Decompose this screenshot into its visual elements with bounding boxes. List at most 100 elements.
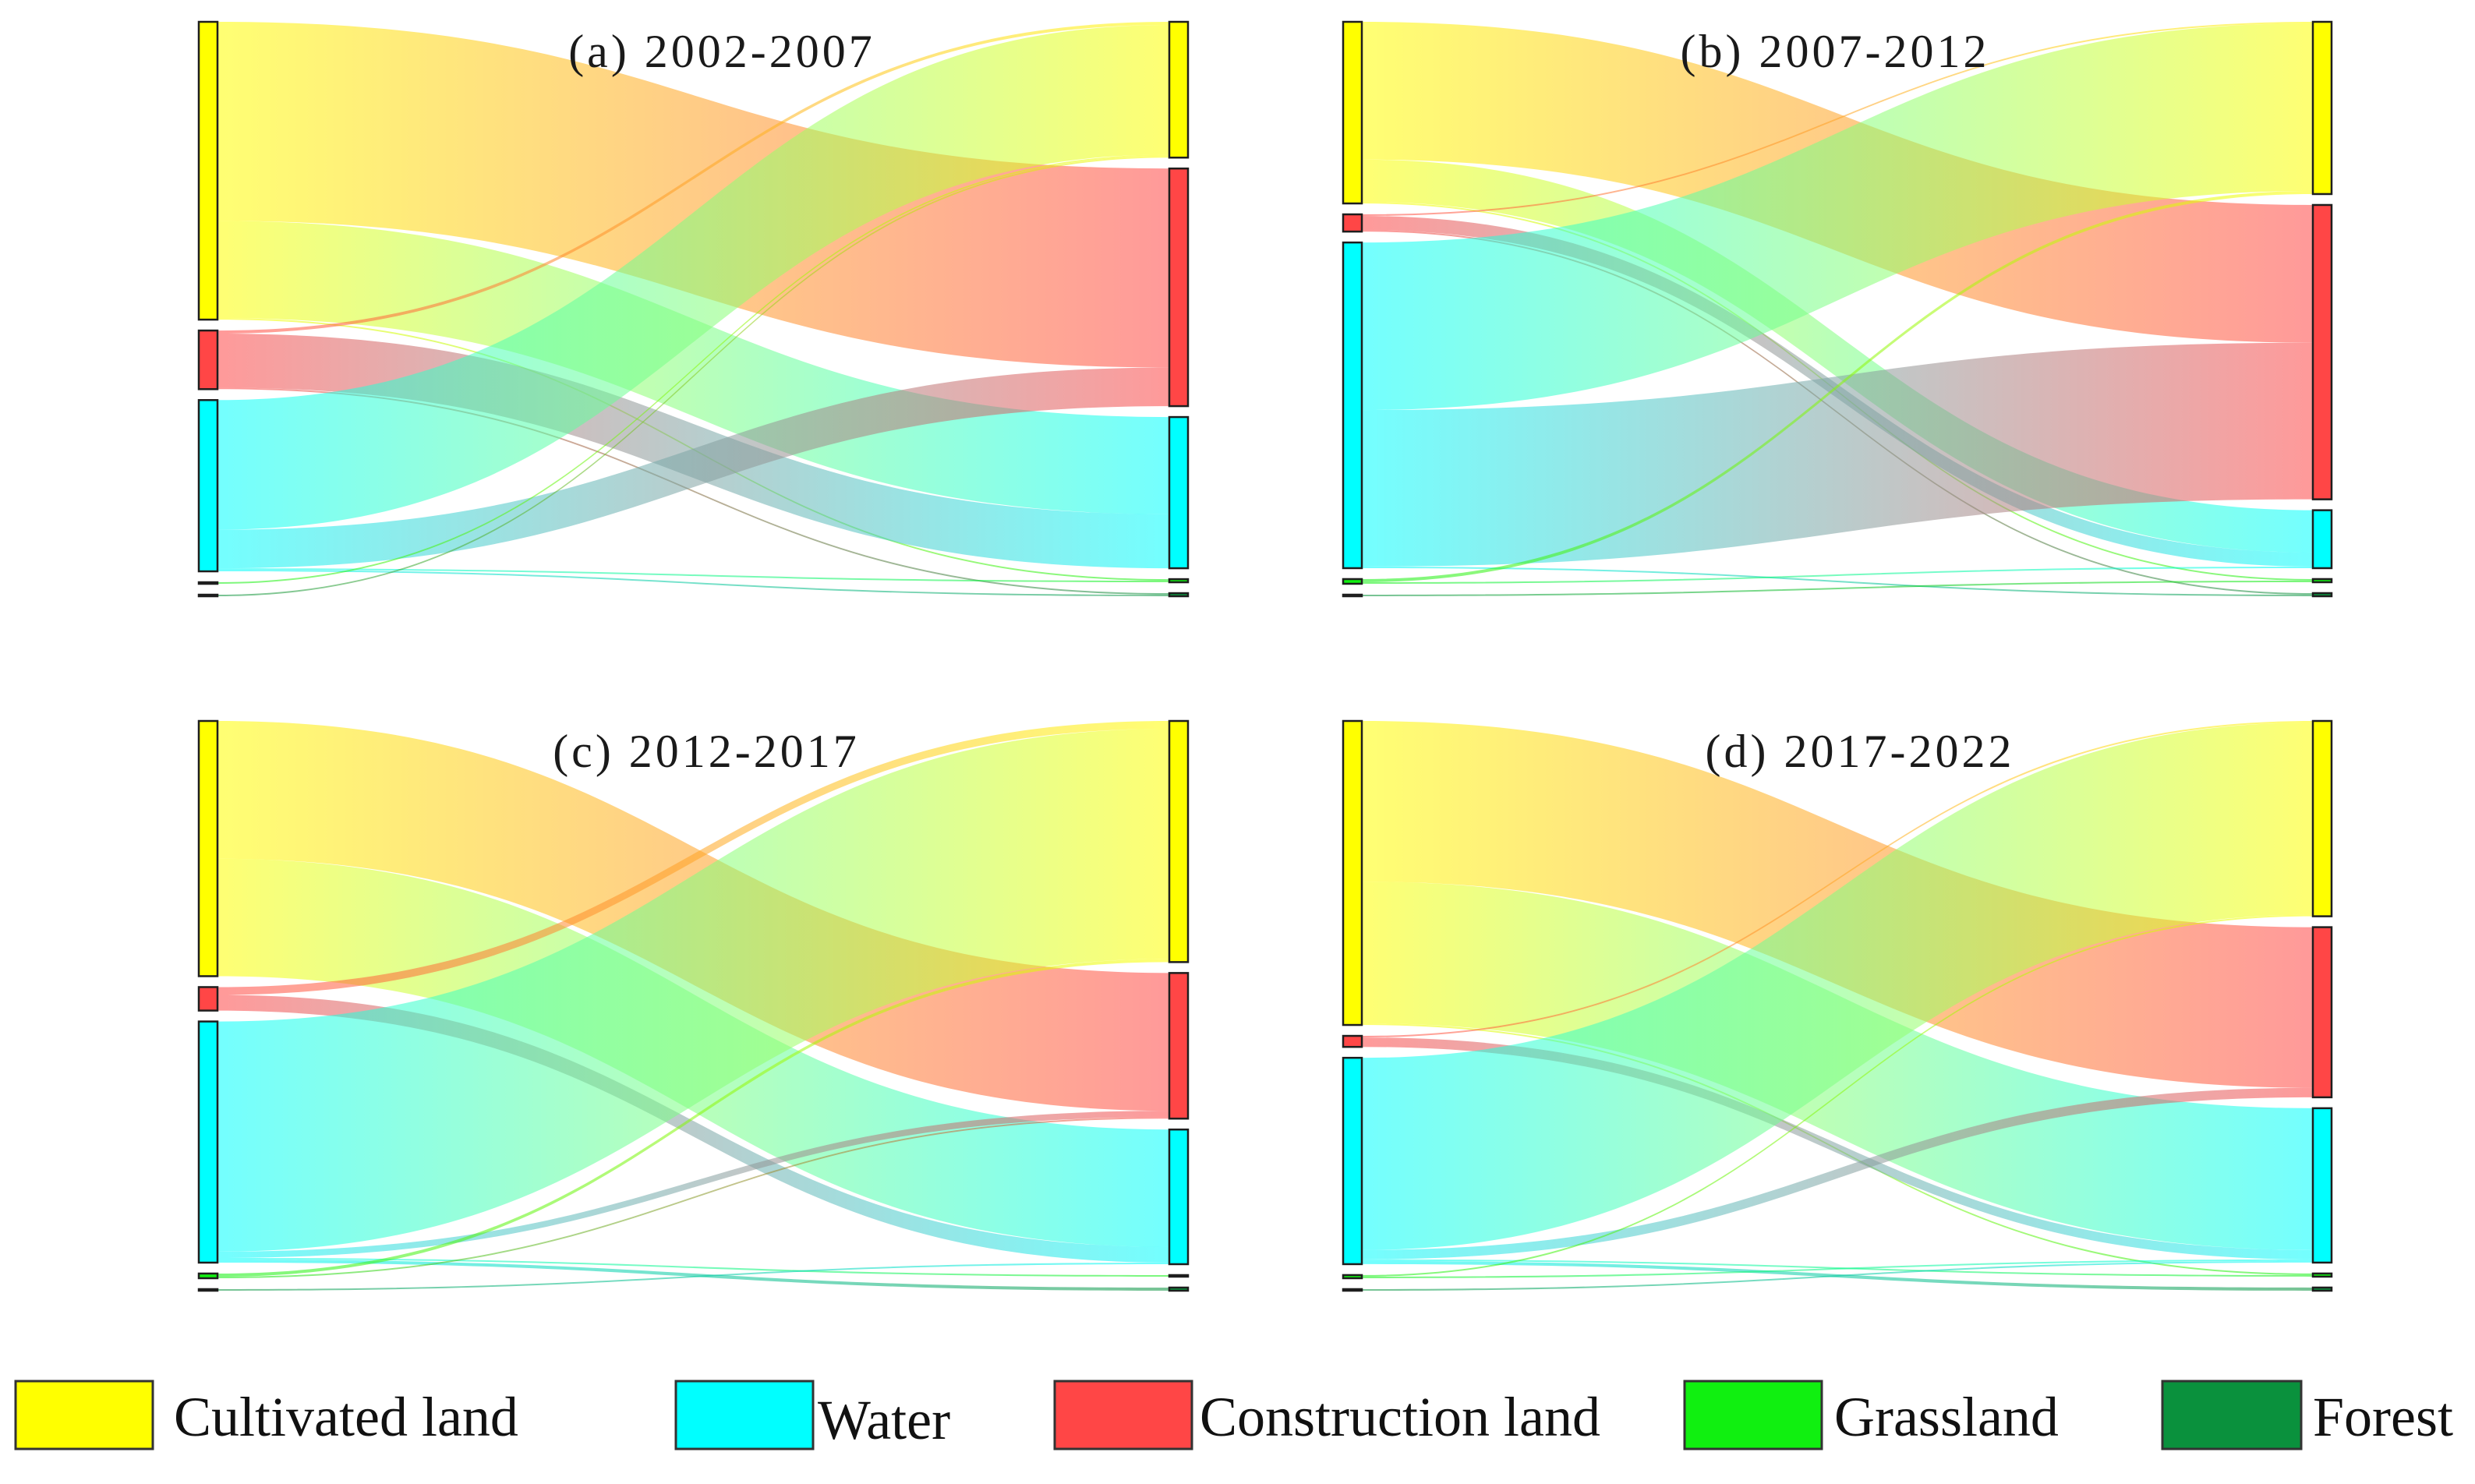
sankey-node-b-right-water xyxy=(2311,509,2333,570)
sankey-node-d-left-grassland xyxy=(1342,1274,1363,1280)
sankey-node-b-right-cultivated-land xyxy=(2311,20,2333,196)
sankey-node-c-left-cultivated-land xyxy=(197,719,219,977)
sankey-node-c-left-forest xyxy=(197,1288,219,1292)
sankey-panel-a: (a) 2002-2007 xyxy=(197,20,1190,598)
sankey-node-a-right-forest xyxy=(1168,592,1190,598)
sankey-link-b-construction-land-to-cultivated-land xyxy=(1362,22,2313,217)
sankey-link-b-water-to-construction-land xyxy=(1362,342,2313,567)
sankey-link-a-water-to-forest xyxy=(217,570,1169,596)
sankey-link-c-water-to-construction-land xyxy=(217,1111,1169,1258)
sankey-link-c-construction-land-to-water xyxy=(217,995,1169,1263)
sankey-node-c-left-water xyxy=(197,1020,219,1264)
node-layer-a xyxy=(197,20,1190,598)
sankey-node-d-left-forest xyxy=(1342,1288,1363,1292)
sankey-link-c-forest-to-water xyxy=(217,1262,1169,1291)
sankey-node-d-right-forest xyxy=(2311,1286,2333,1292)
sankey-node-b-left-grassland xyxy=(1342,578,1363,585)
link-layer-b xyxy=(1362,22,2313,596)
link-layer-a xyxy=(217,22,1169,597)
node-layer-c xyxy=(197,719,1190,1292)
sankey-link-a-construction-land-to-forest xyxy=(217,387,1169,595)
sankey-link-b-grassland-to-water xyxy=(1362,566,2313,584)
legend-label-construction-land: Construction land xyxy=(1200,1386,1600,1448)
sankey-node-a-left-water xyxy=(197,399,219,573)
sankey-node-a-right-water xyxy=(1168,415,1190,570)
sankey-link-d-construction-land-to-water xyxy=(1362,1037,2313,1260)
sankey-node-c-right-forest xyxy=(1168,1286,1190,1292)
sankey-node-b-left-water xyxy=(1342,241,1363,570)
sankey-node-c-left-grassland xyxy=(197,1272,219,1280)
sankey-link-a-cultivated-land-to-construction-land xyxy=(217,22,1169,368)
sankey-node-a-right-construction-land xyxy=(1168,167,1190,408)
sankey-node-b-right-grassland xyxy=(2311,578,2333,584)
legend-swatch-grassland xyxy=(1683,1380,1823,1450)
sankey-link-d-water-to-cultivated-land xyxy=(1362,723,2313,1250)
legend-item-grassland: Grassland xyxy=(1683,1380,2059,1450)
sankey-link-d-grassland-to-water xyxy=(1362,1259,2313,1278)
node-layer-b xyxy=(1342,20,2333,598)
sankey-node-b-right-forest xyxy=(2311,592,2333,598)
legend-swatch-forest xyxy=(2161,1380,2303,1450)
legend-item-forest: Forest xyxy=(2161,1380,2453,1450)
sankey-node-b-left-construction-land xyxy=(1342,213,1363,233)
sankey-node-d-left-construction-land xyxy=(1342,1034,1363,1048)
sankey-link-c-water-to-forest xyxy=(217,1259,1169,1291)
link-layer-c xyxy=(217,721,1169,1291)
legend-item-water: Water xyxy=(674,1380,950,1451)
sankey-link-d-grassland-to-cultivated-land xyxy=(1362,914,2313,1277)
sankey-node-c-right-grassland xyxy=(1168,1274,1190,1278)
sankey-link-d-water-to-construction-land xyxy=(1362,1087,2313,1260)
sankey-node-d-right-construction-land xyxy=(2311,926,2333,1099)
sankey-link-a-water-to-construction-land xyxy=(217,367,1169,569)
sankey-node-a-left-cultivated-land xyxy=(197,20,219,321)
panel-title-b: (b) 2007-2012 xyxy=(1681,26,1990,77)
sankey-node-d-right-grassland xyxy=(2311,1272,2333,1278)
sankey-link-b-grassland-to-cultivated-land xyxy=(1362,190,2313,582)
sankey-panel-d: (d) 2017-2022 xyxy=(1342,719,2333,1292)
panel-title-a: (a) 2002-2007 xyxy=(568,26,875,77)
sankey-node-c-left-construction-land xyxy=(197,986,219,1012)
sankey-link-a-water-to-grassland xyxy=(217,568,1169,583)
sankey-node-a-left-forest xyxy=(197,593,219,598)
sankey-link-d-forest-to-water xyxy=(1362,1260,2313,1291)
sankey-link-a-water-to-cultivated-land xyxy=(217,24,1169,530)
panel-title-c: (c) 2012-2017 xyxy=(553,726,860,777)
legend-item-construction-land: Construction land xyxy=(1053,1380,1600,1450)
node-layer-d xyxy=(1342,719,2333,1292)
sankey-node-b-left-cultivated-land xyxy=(1342,20,1363,205)
sankey-link-c-construction-land-to-cultivated-land xyxy=(217,721,1169,995)
sankey-panel-b: (b) 2007-2012 xyxy=(1342,20,2333,598)
sankey-node-d-left-water xyxy=(1342,1056,1363,1266)
sankey-node-c-right-water xyxy=(1168,1128,1190,1266)
sankey-link-c-grassland-to-construction-land xyxy=(217,1117,1169,1278)
sankey-link-a-grassland-to-cultivated-land xyxy=(217,154,1169,585)
sankey-node-b-left-forest xyxy=(1342,593,1363,598)
sankey-link-a-cultivated-land-to-water xyxy=(217,221,1169,514)
legend-label-water: Water xyxy=(818,1389,950,1451)
sankey-link-b-cultivated-land-to-water xyxy=(1362,159,2313,553)
sankey-link-c-water-to-grassland xyxy=(217,1257,1169,1277)
sankey-link-a-construction-land-to-cultivated-land xyxy=(217,22,1169,334)
link-layer-d xyxy=(1362,721,2313,1291)
sankey-node-a-right-grassland xyxy=(1168,578,1190,584)
legend: Cultivated land Water Construction land … xyxy=(14,1380,2453,1451)
sankey-node-a-left-grassland xyxy=(197,581,219,585)
sankey-node-d-left-cultivated-land xyxy=(1342,719,1363,1026)
sankey-link-b-water-to-forest xyxy=(1362,566,2313,596)
legend-swatch-water xyxy=(674,1380,815,1450)
sankey-link-c-water-to-cultivated-land xyxy=(217,729,1169,1252)
legend-item-cultivated-land: Cultivated land xyxy=(14,1380,518,1450)
legend-label-grassland: Grassland xyxy=(1834,1386,2059,1448)
sankey-panel-c: (c) 2012-2017 xyxy=(197,719,1190,1292)
panel-title-d: (d) 2017-2022 xyxy=(1706,726,2015,777)
sankey-node-a-left-construction-land xyxy=(197,329,219,390)
sankey-link-d-construction-land-to-cultivated-land xyxy=(1362,721,2313,1038)
legend-label-cultivated-land: Cultivated land xyxy=(174,1386,518,1448)
sankey-node-c-right-construction-land xyxy=(1168,972,1190,1120)
sankey-node-b-right-construction-land xyxy=(2311,203,2333,500)
sankey-link-a-forest-to-cultivated-land xyxy=(217,156,1169,597)
sankey-node-a-right-cultivated-land xyxy=(1168,20,1190,159)
sankey-link-c-grassland-to-cultivated-land xyxy=(217,959,1169,1277)
legend-swatch-construction-land xyxy=(1053,1380,1193,1450)
